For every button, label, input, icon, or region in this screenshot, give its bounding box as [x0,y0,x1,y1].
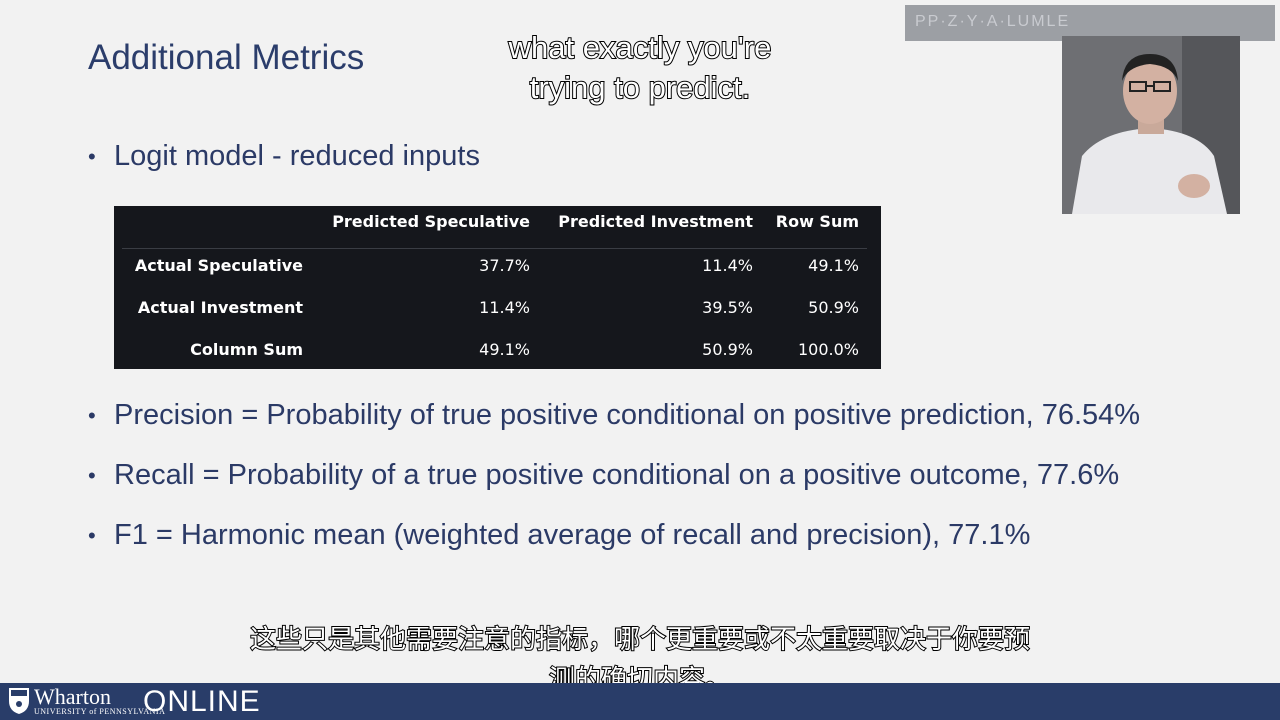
wharton-logo-text: Wharton [34,684,111,709]
col-header-row-sum: Row Sum [775,212,859,231]
col-header-predicted-investment: Predicted Investment [558,212,753,231]
webcam-banner-text: PP·Z·Y·A·LUMLE [915,13,1071,30]
row-label-actual-investment: Actual Investment [137,298,303,317]
wharton-shield-icon [9,688,29,714]
presenter-video-icon [1062,36,1240,214]
slide-title: Additional Metrics [88,38,365,77]
subtitle-en-line2: trying to predict. [529,69,752,106]
subtitle-en-line1: what exactly you're [508,29,773,66]
table-cell: 50.9% [808,298,859,317]
table-cell: 39.5% [702,298,753,317]
footer-bar: Wharton UNIVERSITY of PENNSYLVANIA ONLIN… [0,683,1280,720]
online-label: ONLINE [143,685,261,718]
bullet-text: Recall = Probability of a true positive … [114,459,1120,491]
table-cell: 50.9% [702,340,753,359]
bullet-text: F1 = Harmonic mean (weighted average of … [114,519,1031,551]
bullet-text: Logit model - reduced inputs [114,140,480,172]
table-cell: 49.1% [808,256,859,275]
table-cell: 100.0% [797,340,859,359]
row-label-actual-speculative: Actual Speculative [134,256,303,275]
bullet-dot-icon: • [88,402,96,428]
bullet-text: Precision = Probability of true positive… [114,399,1141,431]
subtitle-english: what exactly you're trying to predict. [440,28,840,108]
bullet-dot-icon: • [88,462,96,488]
confusion-matrix-table: Predicted Speculative Predicted Investme… [114,206,881,369]
col-header-predicted-speculative: Predicted Speculative [332,212,530,231]
presenter-webcam [1062,36,1240,214]
bullet-precision: • Precision = Probability of true positi… [88,399,1140,432]
webcam-banner: PP·Z·Y·A·LUMLE [905,5,1275,41]
bullet-f1: • F1 = Harmonic mean (weighted average o… [88,519,1030,552]
bullet-dot-icon: • [88,522,96,548]
table-cell: 11.4% [702,256,753,275]
table-cell: 11.4% [479,298,530,317]
header-divider [122,248,867,249]
table-cell: 37.7% [479,256,530,275]
bullet-logit-model: • Logit model - reduced inputs [88,140,480,173]
wharton-logo-subtext: UNIVERSITY of PENNSYLVANIA [34,707,166,716]
subtitle-zh-line1: 这些只是其他需要注意的指标，哪个更重要或不太重要取决于你要预 [249,624,1031,656]
row-label-column-sum: Column Sum [190,340,303,359]
bullet-dot-icon: • [88,143,96,169]
bullet-recall: • Recall = Probability of a true positiv… [88,459,1119,492]
table-cell: 49.1% [479,340,530,359]
